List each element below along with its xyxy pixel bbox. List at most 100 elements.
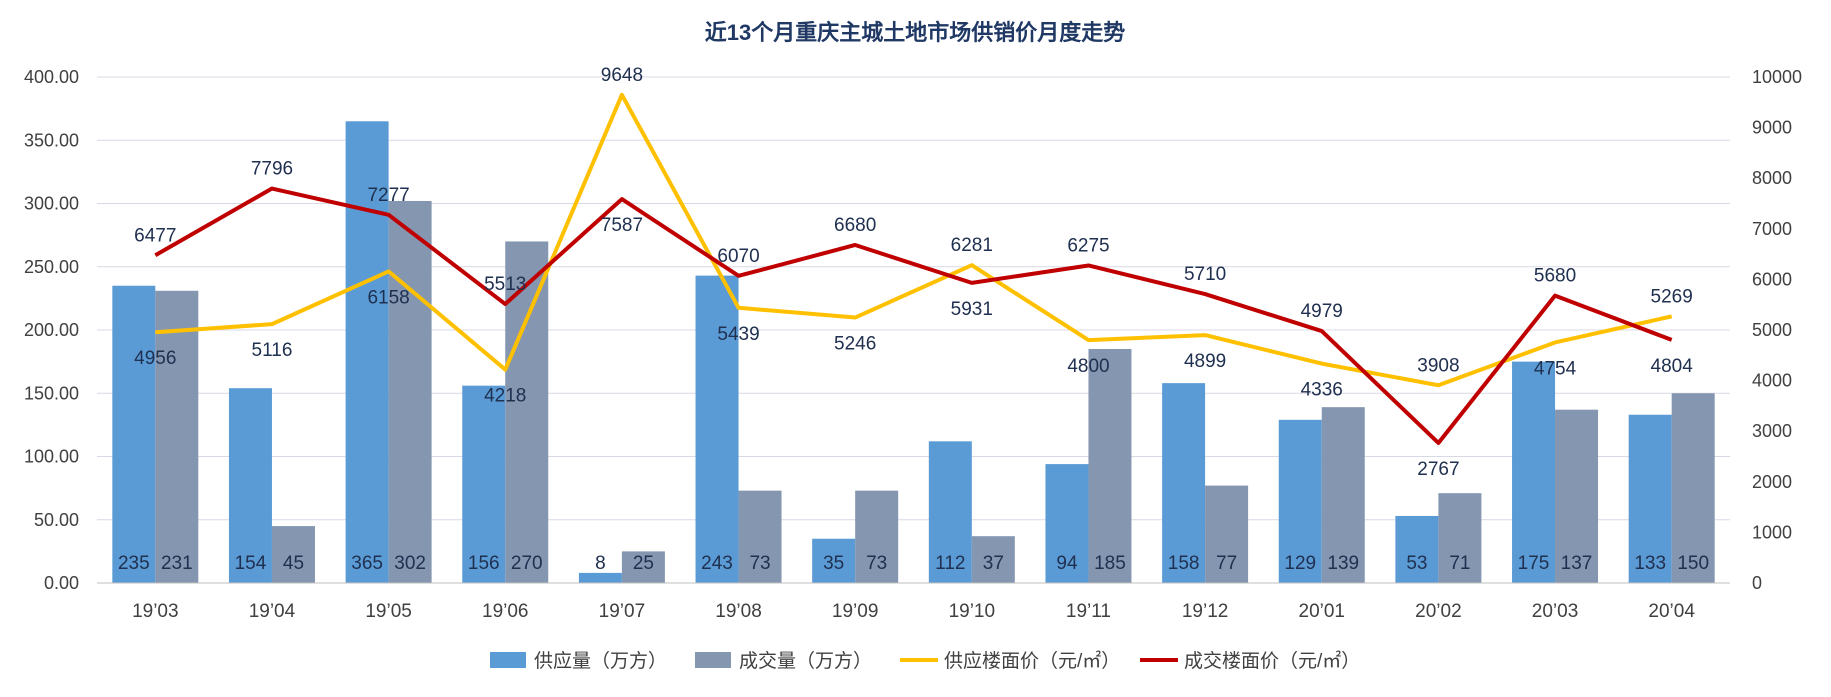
x-axis-tick: 19’10 — [949, 601, 996, 622]
transaction-price-label: 7587 — [601, 215, 643, 236]
right-axis-tick: 4000 — [1752, 371, 1792, 391]
left-axis-tick: 100.00 — [24, 447, 79, 467]
bar-supply — [928, 441, 972, 583]
x-axis-tick: 20’01 — [1299, 601, 1346, 622]
bar-transaction — [1205, 485, 1249, 583]
gridlines — [97, 76, 1730, 584]
legend-label: 成交量（万方） — [739, 650, 872, 672]
bar-supply — [345, 121, 389, 584]
bar-data-label: 156 — [468, 553, 500, 574]
bar-layer — [112, 121, 1715, 584]
transaction-price-label: 6275 — [1067, 235, 1109, 256]
bar-data-label: 45 — [283, 553, 304, 574]
right-axis-tick: 6000 — [1752, 269, 1792, 289]
bar-data-label: 175 — [1518, 553, 1550, 574]
bar-data-label: 185 — [1094, 553, 1126, 574]
bar-supply — [1278, 419, 1322, 583]
x-axis-tick: 19’09 — [832, 601, 879, 622]
supply-price-label: 5439 — [717, 324, 759, 345]
right-axis-tick: 7000 — [1752, 219, 1792, 239]
series-line-transaction-price — [154, 186, 1673, 445]
bar-data-label: 154 — [235, 553, 267, 574]
supply-price-label: 4800 — [1067, 356, 1109, 377]
supply-price-label: 5116 — [252, 340, 293, 361]
left-axis-tick: 50.00 — [34, 510, 79, 530]
bar-supply — [1162, 383, 1206, 583]
supply-price-label: 4754 — [1534, 358, 1577, 379]
bar-transaction — [155, 290, 199, 583]
x-axis-tick: 19’12 — [1182, 601, 1229, 622]
bar-data-label: 94 — [1056, 553, 1078, 574]
bar-supply — [112, 285, 156, 583]
right-axis-tick: 10000 — [1752, 67, 1802, 87]
bar-data-label: 35 — [823, 553, 844, 574]
left-axis-tick: 250.00 — [24, 257, 79, 277]
bar-data-label: 231 — [161, 553, 193, 574]
x-axis-tick: 20’04 — [1648, 601, 1695, 622]
bar-data-label: 302 — [394, 553, 426, 574]
bar-data-label: 112 — [935, 553, 965, 574]
x-axis-tick: 19’08 — [715, 601, 762, 622]
bar-data-label: 137 — [1561, 553, 1593, 574]
transaction-price-label: 6070 — [717, 246, 759, 267]
transaction-price-label: 5513 — [484, 274, 526, 295]
bar-supply — [812, 538, 856, 583]
bar-supply — [1395, 515, 1439, 583]
transaction-price-label: 7277 — [367, 185, 409, 206]
x-axis-tick: 19’04 — [249, 601, 296, 622]
transaction-price-label: 6680 — [834, 215, 876, 236]
left-axis-tick: 150.00 — [24, 383, 79, 403]
transaction-price-label: 5710 — [1184, 264, 1226, 285]
legend-label: 供应量（万方） — [534, 650, 667, 672]
bar-data-label: 73 — [866, 553, 887, 574]
left-axis-tick: 350.00 — [24, 130, 79, 150]
bar-transaction — [388, 200, 432, 583]
x-axis-tick: 19’11 — [1066, 601, 1111, 622]
bar-data-label: 270 — [511, 553, 543, 574]
transaction-price-label: 2767 — [1417, 459, 1459, 480]
bar-data-label: 365 — [351, 553, 383, 574]
bar-supply — [1512, 361, 1556, 583]
x-axis-tick: 19’03 — [132, 601, 179, 622]
supply-price-label: 9648 — [601, 65, 643, 86]
bar-transaction — [1438, 493, 1482, 583]
bar-supply — [1628, 414, 1672, 583]
line-layer — [154, 92, 1673, 445]
transaction-price-label: 5931 — [951, 299, 993, 320]
legend-swatch — [695, 652, 731, 668]
supply-price-label: 6158 — [367, 287, 409, 308]
legend-swatch — [490, 652, 526, 668]
bar-data-label: 243 — [701, 553, 733, 574]
right-axis-tick: 5000 — [1752, 320, 1792, 340]
bar-data-label: 73 — [749, 553, 770, 574]
bar-data-label: 235 — [118, 553, 150, 574]
x-axis-tick: 19’07 — [599, 601, 646, 622]
left-axis-tick: 200.00 — [24, 320, 79, 340]
transaction-price-label: 4979 — [1301, 301, 1343, 322]
bar-transaction — [1671, 393, 1715, 583]
x-axis-tick: 20’02 — [1415, 601, 1462, 622]
legend-label: 成交楼面价（元/㎡） — [1184, 649, 1360, 672]
bar-supply — [695, 275, 739, 583]
right-axis-tick: 1000 — [1752, 522, 1792, 542]
transaction-price-label: 5680 — [1534, 266, 1576, 287]
bar-transaction — [971, 536, 1015, 583]
legend: 供应量（万方） 成交量（万方） 供应楼面价（元/㎡） 成交楼面价（元/㎡） — [490, 649, 1360, 672]
chart-title: 近13个月重庆主城土地市场供销价月度走势 — [705, 20, 1125, 45]
bar-data-label: 71 — [1449, 553, 1470, 574]
right-axis-tick: 0 — [1752, 573, 1762, 593]
supply-price-label: 3908 — [1417, 355, 1459, 376]
supply-price-label: 4899 — [1184, 351, 1226, 372]
transaction-price-label: 4804 — [1651, 356, 1694, 377]
bar-data-label: 133 — [1634, 553, 1666, 574]
right-axis-tick: 3000 — [1752, 421, 1792, 441]
supply-price-label: 4336 — [1301, 380, 1343, 401]
legend-label: 供应楼面价（元/㎡） — [944, 649, 1120, 672]
left-axis-tick: 0.00 — [44, 573, 79, 593]
bar-data-label: 150 — [1677, 553, 1709, 574]
x-axis-tick: 19’05 — [365, 601, 412, 622]
bar-transaction — [1555, 409, 1599, 583]
transaction-price-label: 7796 — [251, 159, 293, 180]
